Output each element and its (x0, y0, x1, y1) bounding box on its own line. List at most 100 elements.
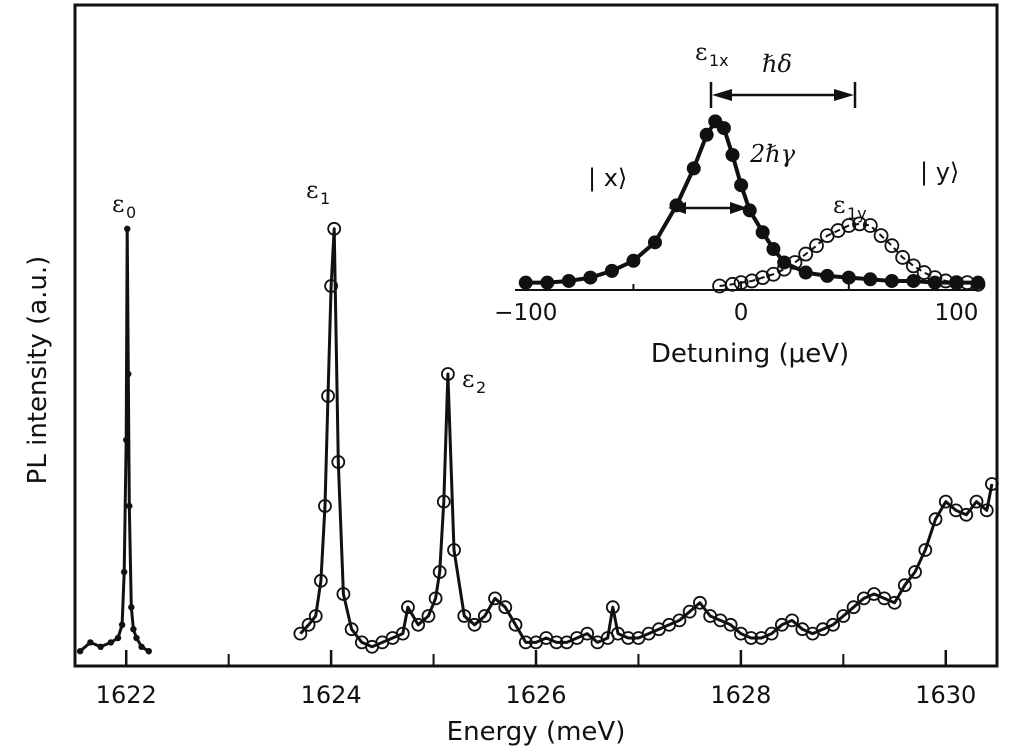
inset-x-tick-label: −100 (494, 300, 557, 326)
svg-text:ε: ε (462, 365, 474, 393)
main-data-point (549, 635, 564, 650)
inset-data-point (699, 127, 714, 142)
inset-data-point (734, 178, 749, 193)
main-data-point (145, 648, 152, 655)
main-data-point (313, 573, 328, 588)
inset-data-point (626, 253, 641, 268)
main-x-tick-label: 1622 (96, 681, 157, 709)
label-hbar-delta: ℏδ (762, 50, 792, 78)
inset-data-point (852, 216, 867, 232)
main-data-point (401, 600, 415, 615)
main-x-tick-label: 1628 (710, 681, 771, 709)
main-data-point (308, 609, 323, 623)
svg-text:ε: ε (112, 190, 124, 218)
main-data-point (682, 604, 697, 619)
inset-data-point (949, 275, 964, 291)
main-data-point (764, 626, 779, 641)
inset-x-ticks: −100 0 100 (494, 281, 978, 326)
main-data-point (969, 494, 984, 509)
main-data-point (411, 617, 426, 632)
main-data-point (693, 595, 707, 610)
inset-series-line-1 (719, 222, 979, 287)
inset-data-point (686, 161, 701, 176)
main-data-point (621, 631, 636, 645)
label-eps0: ε 0 (112, 190, 136, 222)
main-data-point (126, 502, 133, 510)
label-eps1: ε 1 (306, 176, 330, 208)
main-data-point (293, 626, 308, 641)
main-x-axis-title: Energy (meV) (447, 717, 626, 747)
main-x-tick-label: 1624 (301, 681, 362, 709)
main-data-point (123, 436, 130, 444)
main-data-point (580, 626, 595, 641)
main-data-point (301, 617, 316, 632)
inset-x-tick-label: 100 (935, 300, 979, 326)
inset-data-point (561, 273, 576, 288)
main-data-point (979, 503, 994, 518)
main-plot-frame (73, 3, 999, 668)
main-data-point (344, 622, 359, 637)
svg-text:0: 0 (126, 203, 136, 222)
inset-data-point (906, 273, 921, 288)
inset-chart: −100 0 100 Detuning (μeV) ε 1x ε 1y ℏδ 2ℏγ… (494, 38, 986, 369)
main-data-point (133, 634, 140, 642)
inset-data-point (725, 276, 740, 292)
splitting-arrow (709, 82, 857, 108)
main-data-point (488, 591, 502, 606)
main-x-tick-label: 1626 (505, 681, 566, 709)
main-data-point (124, 225, 131, 232)
inset-data-point (604, 263, 619, 278)
label-ket-x: | x⟩ (588, 164, 627, 192)
inset-data-point (895, 250, 911, 265)
main-data-point (107, 639, 115, 646)
inset-data-point (716, 121, 731, 136)
main-x-tick-label: 1630 (915, 681, 976, 709)
inset-data-point (647, 235, 662, 250)
label-eps1x: ε 1x (695, 38, 729, 70)
label-two-hbar-gamma: 2ℏγ (749, 140, 796, 168)
inset-data-point (884, 273, 899, 288)
inset-data-point (766, 242, 781, 257)
main-data-point (336, 587, 351, 601)
inset-data-point (862, 218, 878, 233)
main-data-point (605, 600, 620, 615)
inset-data-point (518, 275, 533, 290)
inset-data-point (841, 218, 857, 233)
main-data-point (321, 389, 335, 403)
main-data-point (846, 600, 861, 615)
main-data-point (125, 370, 132, 378)
svg-text:ε: ε (833, 191, 845, 219)
inset-data-point (755, 270, 771, 286)
main-data-point (331, 455, 346, 469)
label-ket-y: | y⟩ (920, 158, 959, 186)
main-data-point (508, 617, 523, 632)
main-data-point (928, 512, 943, 527)
inset-data-point (733, 275, 749, 291)
inset-data-point (938, 273, 954, 289)
inset-data-point (841, 270, 856, 285)
main-data-point (918, 543, 933, 557)
main-data-point (723, 617, 738, 632)
main-data-point (836, 609, 851, 623)
label-eps1y: ε 1y (833, 191, 867, 223)
inset-data-point (884, 238, 900, 254)
main-data-point (128, 604, 135, 611)
main-data-point (318, 499, 332, 513)
inset-data-point (873, 228, 889, 244)
inset-data-point (540, 275, 555, 290)
svg-text:1y: 1y (847, 204, 867, 223)
inset-data-point (744, 273, 760, 289)
main-data-point (498, 600, 513, 615)
main-series-line-1 (299, 227, 994, 649)
main-data-point (672, 613, 687, 628)
inset-x-tick-label: 0 (734, 300, 749, 326)
main-data-point (959, 507, 974, 522)
inset-data-point (863, 272, 878, 287)
main-data-point (130, 626, 137, 633)
inset-data-point (725, 147, 740, 162)
inset-x-axis-title: Detuning (μeV) (651, 339, 849, 369)
inset-data-point (755, 225, 770, 240)
main-data-point (457, 609, 472, 623)
main-data-point (744, 631, 759, 645)
inset-data-point (742, 203, 757, 218)
